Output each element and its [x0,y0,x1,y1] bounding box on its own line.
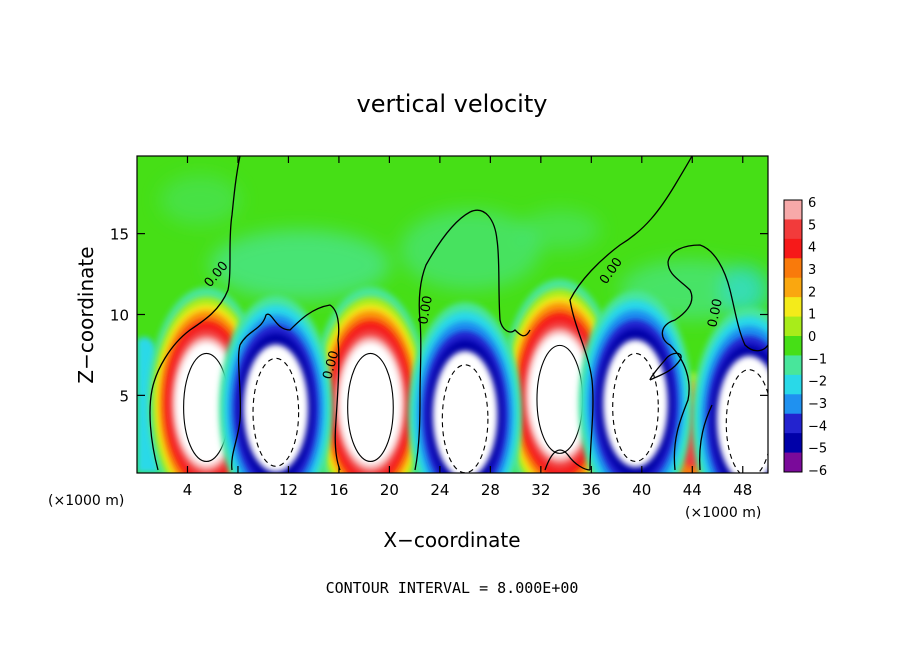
x-tick-label: 8 [233,481,243,499]
chart-title: vertical velocity [357,90,548,118]
downdraft-plumes [218,290,768,473]
colorbar-tick-label: −4 [808,419,827,434]
colorbar-swatch [784,452,802,473]
downdraft-cell [408,302,523,473]
x-tick-label: 40 [632,481,651,499]
y-tick-label: 5 [119,387,129,405]
x-tick-label: 44 [683,481,702,499]
colorbar-tick-label: 3 [808,263,816,278]
x-axis-label: X−coordinate [383,528,520,552]
upper-haze [160,175,768,320]
y-tick-label: 10 [110,307,129,325]
colorbar-swatch [784,374,802,395]
colorbar-frame [783,199,803,473]
y-tick-label: 15 [110,226,129,244]
colorbar-tick-label: 4 [808,241,816,256]
x-unit-left: (×1000 m) [48,493,124,509]
x-tick-label: 48 [733,481,752,499]
colorbar-tick-label: 5 [808,218,816,233]
downdraft-cell [218,295,333,473]
colorbar-swatch [784,277,802,298]
x-tick-label: 32 [531,481,550,499]
x-tick-label: 20 [380,481,399,499]
x-unit-right: (×1000 m) [685,505,761,521]
colorbar-tick-label: −6 [808,464,827,479]
x-tick-label: 4 [183,481,193,499]
colorbar: 6 5 4 3 2 1 0 −1 −2 −3 −4 −5 −6 [783,196,827,479]
x-tick-label: 28 [481,481,500,499]
colorbar-tick-label: 2 [808,285,816,300]
colorbar-tick-label: 6 [808,196,816,211]
colorbar-tick-label: 1 [808,308,816,323]
contour-label: 0.00 [705,297,726,328]
colorbar-swatch [784,413,802,434]
contour-label: 0.00 [320,349,342,381]
y-ticks: 5 10 15 [110,226,768,405]
colorbar-tick-label: −3 [808,397,827,412]
y-axis-label: Z−coordinate [74,246,98,383]
colorbar-swatch [784,394,802,415]
colorbar-swatch [784,297,802,318]
colorbar-swatch [784,238,802,259]
contour-label: 0.00 [416,295,436,326]
colorbar-swatch [784,258,802,279]
colorbar-swatch [784,200,802,220]
colorbar-tick-label: −5 [808,442,827,457]
contour-interval-footer: CONTOUR INTERVAL = 8.000E+00 [326,579,579,597]
colorbar-tick-label: −1 [808,352,827,367]
updraft-cell [311,287,430,473]
colorbar-swatch [784,355,802,376]
zero-contours [149,156,768,471]
x-ticks: 4 8 12 16 20 24 28 32 36 40 44 48 [183,156,752,499]
colorbar-swatch [784,433,802,454]
x-tick-label: 36 [582,481,601,499]
downdraft-cell [578,290,693,473]
x-tick-label: 16 [329,481,348,499]
x-tick-label: 24 [430,481,449,499]
x-tick-label: 12 [279,481,298,499]
colorbar-tick-label: 0 [808,330,816,345]
colorbar-swatch [784,219,802,240]
colorbar-swatch [784,336,802,356]
field-layer [137,156,768,473]
colorbar-swatch [784,316,802,337]
colorbar-tick-label: −2 [808,375,827,390]
